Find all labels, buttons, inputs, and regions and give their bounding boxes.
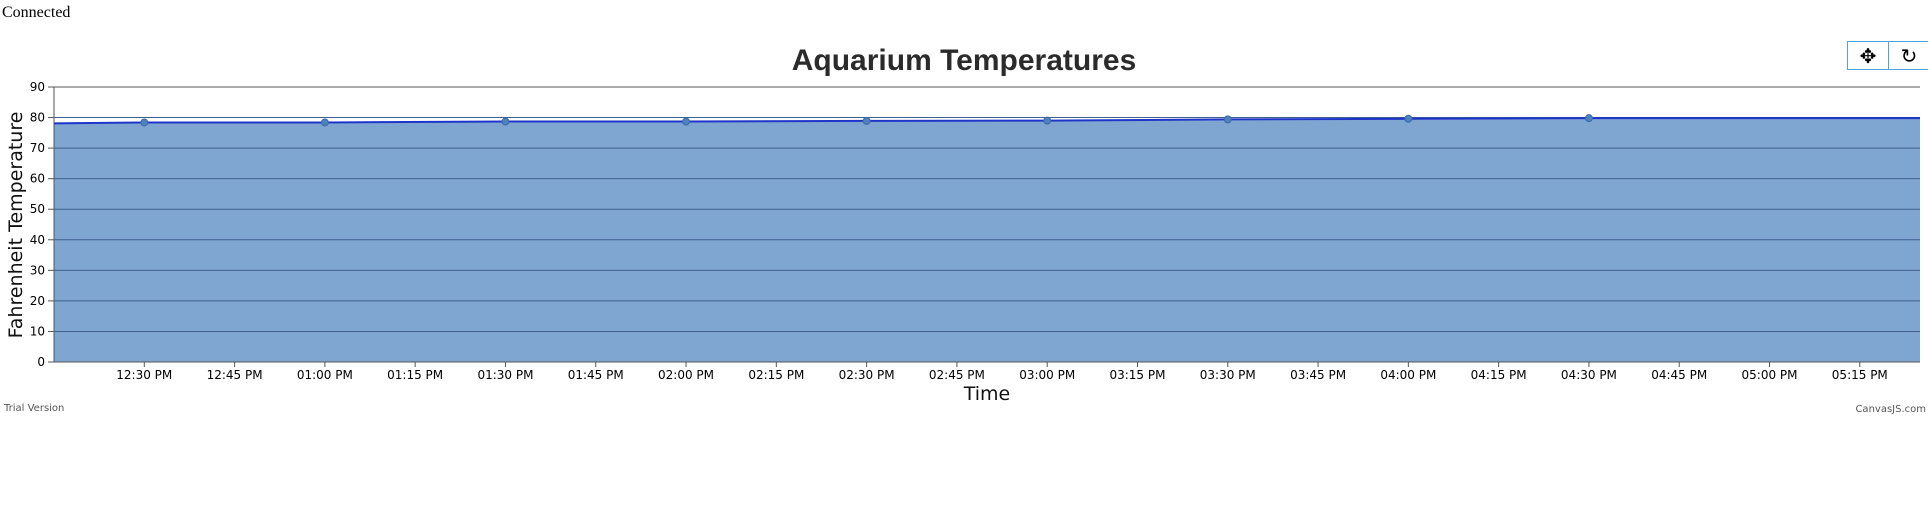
x-tick-label: 01:30 PM — [477, 368, 533, 382]
x-tick-label: 05:15 PM — [1832, 368, 1888, 382]
x-tick-label: 05:00 PM — [1742, 368, 1798, 382]
data-point — [1404, 114, 1413, 123]
y-tick-label: 60 — [30, 172, 45, 186]
trial-version-label: Trial Version — [3, 403, 64, 414]
data-point — [501, 117, 510, 126]
x-tick-label: 01:15 PM — [387, 368, 443, 382]
y-axis-title: Fahrenheit Temperature — [5, 112, 27, 339]
data-point — [1223, 115, 1232, 124]
x-tick-label: 03:45 PM — [1290, 368, 1346, 382]
connection-status: Connected — [2, 4, 71, 21]
y-tick-label: 10 — [30, 324, 45, 338]
x-tick-label: 01:00 PM — [297, 368, 353, 382]
reset-button[interactable]: ↻ — [1888, 42, 1928, 69]
x-tick-label: 04:45 PM — [1651, 368, 1707, 382]
data-point — [320, 118, 329, 127]
x-tick-label: 02:15 PM — [748, 368, 804, 382]
x-axis-title: Time — [963, 383, 1011, 405]
data-point — [682, 117, 691, 126]
temperature-chart: Aquarium Temperatures 0 10 20 30 40 50 60 70 80 9… — [3, 44, 1926, 415]
y-tick-label: 80 — [30, 111, 45, 125]
x-axis-ticks: 12:30 PM 12:45 PM 01:00 PM 01:15 PM 01:30 PM… — [116, 362, 1888, 382]
pan-button[interactable]: ✥ — [1848, 42, 1888, 69]
x-tick-label: 12:30 PM — [116, 368, 172, 382]
chart-toolbar: ✥ ↻ — [1847, 41, 1928, 70]
x-tick-label: 04:30 PM — [1561, 368, 1617, 382]
y-tick-label: 20 — [30, 294, 45, 308]
x-tick-label: 03:00 PM — [1019, 368, 1075, 382]
canvasjs-credit-link[interactable]: CanvasJS.com — [1855, 404, 1926, 415]
x-tick-label: 02:30 PM — [839, 368, 895, 382]
data-point — [1584, 114, 1593, 123]
x-tick-label: 03:30 PM — [1200, 368, 1256, 382]
y-tick-label: 0 — [37, 355, 45, 369]
y-tick-label: 50 — [30, 202, 45, 216]
x-tick-label: 03:15 PM — [1109, 368, 1165, 382]
y-axis-ticks: 0 10 20 30 40 50 60 70 80 90 — [30, 80, 54, 369]
x-tick-label: 04:15 PM — [1471, 368, 1527, 382]
x-tick-label: 02:00 PM — [658, 368, 714, 382]
y-tick-label: 40 — [30, 233, 45, 247]
data-point — [1043, 116, 1052, 125]
x-tick-label: 02:45 PM — [929, 368, 985, 382]
gridlines — [53, 86, 1920, 363]
data-point — [140, 118, 149, 127]
move-arrows-icon: ✥ — [1859, 43, 1877, 68]
y-tick-label: 70 — [30, 141, 45, 155]
data-point — [862, 116, 871, 125]
chart-container: Aquarium Temperatures 0 10 20 30 40 50 60 70 80 9… — [0, 30, 1928, 430]
x-tick-label: 04:00 PM — [1380, 368, 1436, 382]
reset-icon: ↻ — [1900, 43, 1918, 68]
x-tick-label: 12:45 PM — [207, 368, 263, 382]
chart-title: Aquarium Temperatures — [792, 44, 1137, 77]
y-tick-label: 30 — [30, 263, 45, 277]
x-tick-label: 01:45 PM — [568, 368, 624, 382]
y-tick-label: 90 — [30, 80, 45, 94]
